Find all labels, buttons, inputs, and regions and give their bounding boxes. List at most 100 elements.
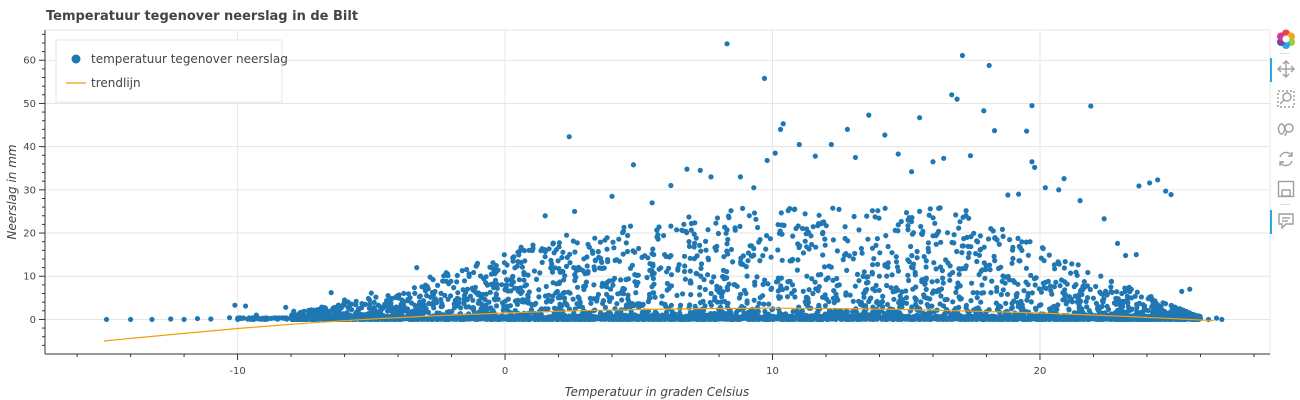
scatter-point: [1049, 305, 1055, 311]
scatter-point: [455, 290, 461, 296]
scatter-point: [467, 293, 474, 299]
scatter-point: [905, 227, 911, 233]
scatter-point: [778, 283, 784, 289]
scatter-point: [1115, 307, 1121, 313]
scatter-point: [764, 233, 770, 239]
scatter-point: [923, 264, 929, 270]
scatter-point: [918, 223, 924, 230]
scatter-point: [861, 294, 867, 300]
scatter-point: [546, 315, 552, 321]
scatter-point: [501, 303, 507, 309]
scatter-point: [1029, 103, 1035, 109]
scatter-point: [598, 255, 604, 261]
scatter-point: [1125, 296, 1131, 302]
scatter-point: [625, 276, 632, 282]
scatter-point: [852, 154, 859, 161]
scatter-point: [542, 254, 548, 260]
scatter-point: [493, 263, 499, 269]
scatter-point: [1048, 288, 1054, 294]
scatter-point: [1076, 308, 1082, 314]
scatter-point: [951, 232, 957, 238]
scatter-point: [913, 284, 919, 290]
scatter-point: [536, 316, 542, 322]
scatter-point: [674, 292, 680, 299]
scatter-point: [529, 302, 535, 308]
scatter-point: [738, 261, 744, 267]
scatter-point: [668, 283, 675, 289]
scatter-point: [328, 290, 334, 296]
scatter-point: [257, 316, 263, 322]
scatter-point: [681, 253, 688, 259]
scatter-point: [522, 258, 528, 264]
scatter-point: [968, 298, 974, 304]
scatter-point: [1168, 191, 1174, 198]
scatter-point: [913, 297, 919, 303]
scatter-point: [1036, 315, 1042, 321]
scatter-point: [996, 241, 1002, 247]
scatter-point: [719, 309, 726, 315]
scatter-point: [947, 277, 953, 283]
scatter-point: [539, 259, 545, 265]
scatter-point: [909, 304, 915, 310]
scatter-point: [954, 96, 960, 102]
scatter-point: [973, 306, 979, 312]
scatter-point: [591, 282, 597, 288]
scatter-point: [763, 246, 769, 252]
scatter-point: [585, 241, 591, 247]
scatter-point: [600, 298, 607, 304]
scatter-point: [429, 316, 435, 322]
scatter-point: [983, 263, 989, 269]
scatter-point: [488, 271, 495, 277]
scatter-point: [714, 283, 720, 289]
scatter-point: [399, 302, 405, 308]
scatter-point: [456, 300, 462, 306]
scatter-point: [844, 126, 851, 132]
scatter-point: [686, 214, 692, 220]
scatter-point: [1157, 316, 1163, 322]
scatter-point: [905, 257, 911, 263]
scatter-point: [1093, 315, 1099, 321]
scatter-point: [574, 240, 580, 246]
scatter-point: [764, 157, 770, 164]
scatter-point: [1061, 265, 1067, 271]
scatter-point: [721, 254, 727, 260]
scatter-point: [974, 315, 980, 321]
scatter-point: [909, 215, 915, 221]
scatter-point: [809, 241, 815, 248]
scatter-point: [555, 258, 561, 264]
scatter-point: [1015, 300, 1021, 306]
scatter-point: [492, 277, 499, 283]
scatter-point: [605, 259, 611, 265]
scatter-point: [963, 305, 969, 311]
scatter-point: [373, 294, 379, 300]
scatter-point: [1155, 177, 1161, 183]
scatter-point: [1028, 299, 1034, 305]
scatter-point: [341, 297, 348, 303]
scatter-point: [604, 246, 610, 252]
scatter-point: [663, 315, 669, 321]
scatter-point: [501, 260, 507, 266]
scatter-point: [686, 243, 693, 249]
scatter-point: [755, 224, 761, 231]
scatter-point: [566, 134, 572, 140]
scatter-point: [1033, 275, 1039, 281]
scatter-point: [607, 310, 614, 317]
scatter-point: [429, 294, 435, 300]
scatter-point: [519, 315, 525, 321]
scatter-point: [760, 253, 766, 259]
scatter-point: [1009, 260, 1015, 266]
scatter-point: [448, 293, 454, 299]
scatter-point: [1010, 244, 1016, 250]
scatter-point: [1047, 283, 1054, 289]
scatter-point: [874, 236, 881, 242]
scatter-point: [306, 307, 312, 314]
scatter-point: [1005, 273, 1011, 280]
scatter-point: [753, 216, 759, 222]
scatter-point: [918, 315, 924, 321]
scatter-point: [1023, 279, 1029, 285]
scatter-point: [843, 292, 849, 298]
scatter-point: [790, 309, 796, 315]
scatter-point: [1125, 308, 1131, 314]
scatter-point: [998, 316, 1005, 322]
scatter-point: [614, 301, 620, 307]
